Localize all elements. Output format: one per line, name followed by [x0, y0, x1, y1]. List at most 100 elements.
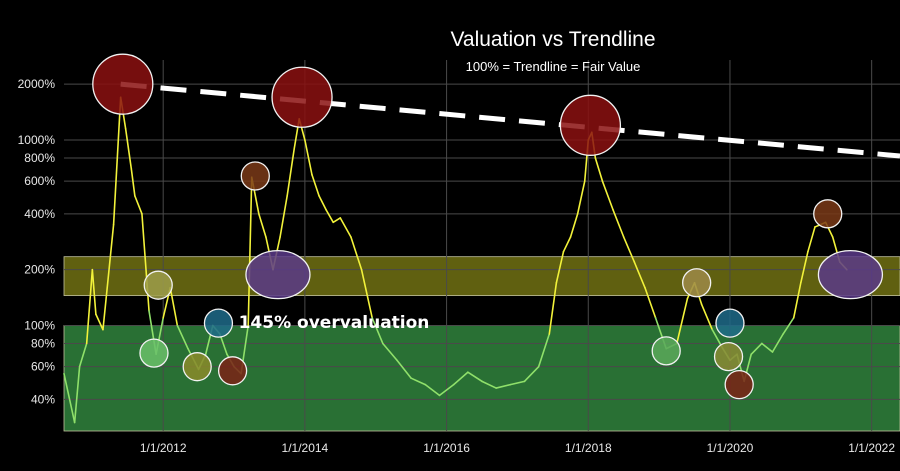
series-segment [495, 383, 512, 389]
series-segment [73, 365, 81, 424]
series-segment [612, 209, 625, 238]
gridlines [64, 60, 900, 431]
cycle-marker [682, 268, 712, 298]
series-segment [169, 286, 179, 327]
cycle-marker [182, 352, 212, 382]
series-segment [452, 371, 469, 386]
cycle-markers [92, 53, 884, 400]
series-segment [311, 173, 320, 197]
series-segment [112, 96, 122, 226]
series-segment [176, 324, 189, 350]
x-tick-label: 1/1/2014 [282, 441, 329, 455]
series-segment [562, 236, 572, 253]
band-overvaluation-zone [63, 256, 900, 296]
series-segment [771, 333, 784, 353]
series-segment [676, 297, 689, 345]
cycle-marker [559, 94, 622, 156]
cycle-marker [271, 66, 333, 128]
series-segment [63, 372, 76, 424]
series-segment [134, 195, 143, 215]
series-segment [750, 342, 763, 356]
chart-subtitle: 100% = Trendline = Fair Value [466, 59, 641, 74]
y-tick-label: 400% [24, 207, 55, 221]
series-segment [644, 286, 657, 319]
cycle-marker [92, 53, 154, 115]
series-segment [537, 333, 551, 368]
series-segment [410, 377, 427, 386]
series-segment [555, 250, 565, 284]
series-segment [95, 313, 104, 331]
cycle-marker [139, 338, 169, 368]
cycle-marker [817, 250, 884, 300]
overvaluation-annotation: 145% overvaluation [239, 313, 430, 333]
y-axis-ticks: 40% 60% 80% 100% 200% 400% 600% 800% 1000% 2000% [18, 77, 56, 406]
series-segment [523, 365, 540, 383]
y-tick-label: 80% [31, 336, 55, 350]
y-tick-label: 60% [31, 360, 55, 374]
cycle-marker [724, 369, 754, 400]
series-segment [124, 127, 133, 170]
series-segment [339, 217, 352, 238]
x-tick-label: 1/1/2012 [140, 441, 187, 455]
series-segment [102, 223, 115, 331]
cycle-marker [203, 308, 234, 338]
series-segment [78, 342, 88, 368]
cycle-marker [143, 270, 173, 300]
series-segment [130, 167, 136, 197]
series-segment [594, 157, 604, 182]
cycle-marker [713, 341, 744, 372]
cycle-marker [651, 336, 681, 366]
y-tick-label: 1000% [18, 133, 56, 147]
series-segment [304, 139, 313, 176]
series-segment [761, 342, 774, 353]
x-tick-label: 1/1/2016 [423, 441, 470, 455]
series-segment [633, 261, 646, 289]
cycle-marker [715, 308, 745, 338]
series-segment [382, 342, 398, 362]
trendline-layer [120, 81, 900, 159]
series-segment [85, 268, 94, 345]
series-segment [396, 359, 412, 379]
series-segment [91, 268, 97, 316]
x-tick-label: 1/1/2020 [707, 441, 754, 455]
y-tick-label: 600% [24, 174, 55, 188]
series-segment [782, 317, 795, 335]
cycle-marker [217, 356, 248, 386]
y-tick-label: 40% [31, 392, 55, 406]
series-segment [438, 383, 455, 397]
series-segment [371, 317, 384, 345]
series-segment [467, 371, 483, 383]
series-segment [258, 213, 267, 238]
series-segment [601, 180, 614, 211]
series-segment [424, 383, 441, 397]
series-segment [360, 268, 373, 319]
series-segment [622, 236, 636, 263]
y-tick-label: 100% [24, 319, 55, 333]
series-segment [700, 303, 714, 331]
series-segment [318, 195, 327, 211]
chart-title: Valuation vs Trendline [450, 28, 655, 51]
series-segment [509, 380, 526, 386]
series-segment [350, 236, 363, 271]
series-segment [247, 176, 253, 327]
cycle-marker [245, 250, 311, 300]
series-segment [286, 147, 296, 197]
cycle-marker [240, 161, 270, 191]
x-tick-label: 1/1/2018 [565, 441, 612, 455]
x-axis-ticks: 1/1/2012 1/1/2014 1/1/2016 1/1/2018 1/1/2020… [140, 441, 896, 455]
series-segment [792, 281, 802, 319]
series-segment [481, 380, 497, 389]
series-segment [576, 180, 586, 215]
series-segment [332, 217, 342, 224]
series-segment [807, 226, 816, 253]
series-segment [569, 213, 579, 238]
series-segment [800, 250, 809, 284]
series-segment [548, 281, 558, 335]
y-tick-label: 2000% [18, 77, 56, 91]
x-tick-label: 1/1/2022 [848, 441, 895, 455]
cycle-marker [813, 199, 843, 229]
y-tick-label: 800% [24, 151, 55, 165]
y-tick-label: 200% [24, 263, 55, 277]
trendline [120, 81, 900, 159]
